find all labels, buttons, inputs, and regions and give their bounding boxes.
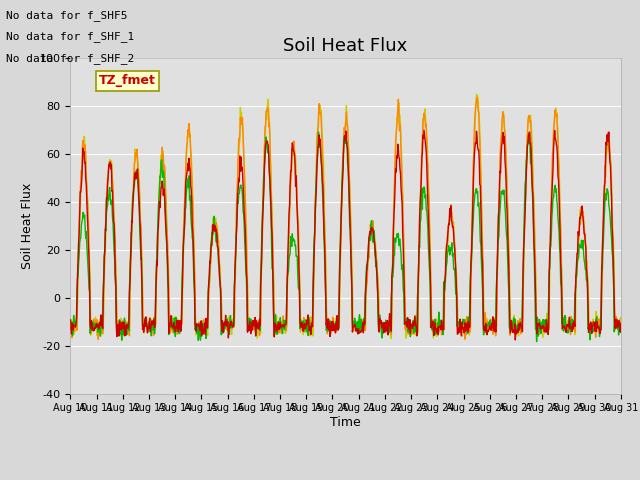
Y-axis label: Soil Heat Flux: Soil Heat Flux	[21, 182, 34, 269]
X-axis label: Time: Time	[330, 416, 361, 429]
Text: No data for f_SHF_1: No data for f_SHF_1	[6, 31, 134, 42]
Text: TZ_fmet: TZ_fmet	[99, 74, 156, 87]
Title: Soil Heat Flux: Soil Heat Flux	[284, 36, 408, 55]
Text: No data for f_SHF5: No data for f_SHF5	[6, 10, 128, 21]
Text: No data for f_SHF_2: No data for f_SHF_2	[6, 53, 134, 64]
